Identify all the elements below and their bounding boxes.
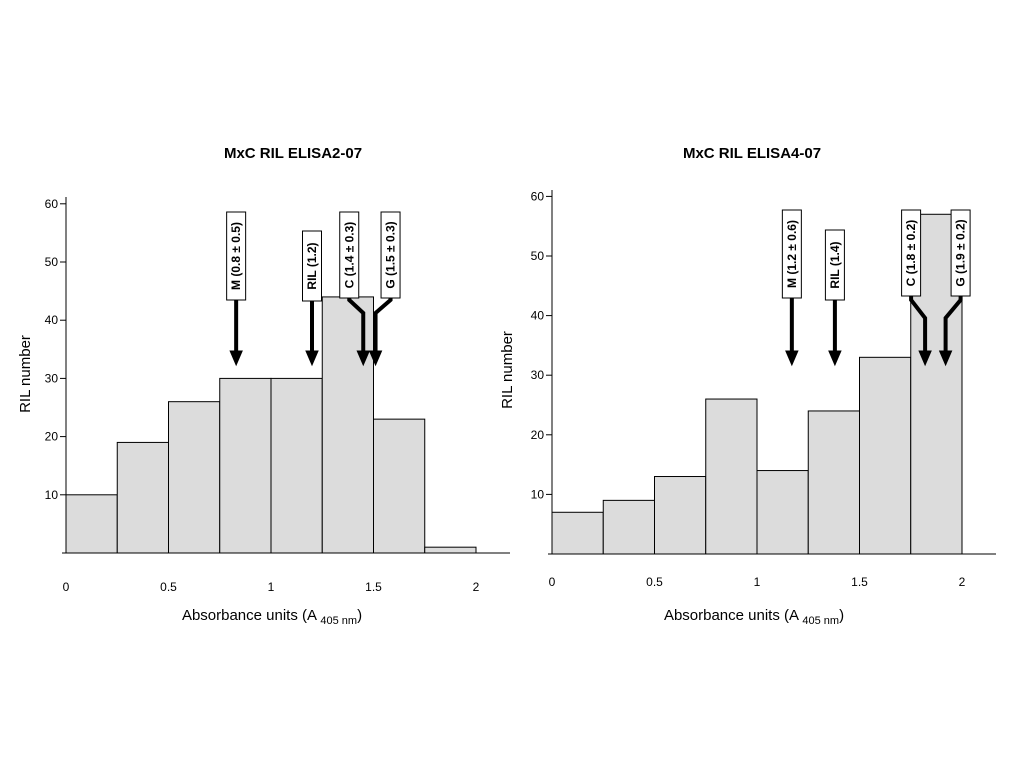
x-tick-label: 0.5 [646, 575, 663, 589]
annotation-label: C (1.4 ± 0.3) [342, 222, 356, 289]
bars [551, 213, 963, 555]
y-tick-label: 40 [531, 309, 545, 323]
histogram-bar [654, 476, 707, 555]
x-tick-label: 0 [549, 575, 556, 589]
histogram-bar [551, 511, 604, 555]
x-axis-label: Absorbance units (A 405 nm) [182, 607, 362, 627]
x-tick-label: 1.5 [851, 575, 868, 589]
chart-panel-2: 10 20 30 40 50 60 0 0.5 1 1.5 2 MxC RIL ELISA4-07 Ab… [499, 145, 996, 627]
annotation-arrow-shaft [347, 298, 366, 353]
y-tick-label: 10 [531, 487, 545, 501]
histogram-bar [373, 418, 426, 554]
annotation: RIL (1.2) [302, 230, 322, 367]
x-tick-label: 1 [754, 575, 761, 589]
annotation: G (1.9 ± 0.2) [938, 209, 971, 367]
y-tick-label: 20 [531, 428, 545, 442]
histogram-bar [321, 296, 374, 554]
annotation-arrow-head [918, 350, 932, 367]
annotation: C (1.8 ± 0.2) [901, 209, 932, 367]
annotation-label: C (1.8 ± 0.2) [904, 220, 918, 287]
histogram-bar [219, 377, 272, 554]
y-tick-label: 60 [531, 189, 545, 203]
histogram-bar [65, 494, 118, 554]
x-tick-label: 0 [63, 580, 70, 594]
histogram-bar [756, 470, 809, 555]
y-axis-label: RIL number [499, 331, 516, 409]
y-tick-label: 20 [45, 430, 59, 444]
x-tick-label: 1.5 [365, 580, 382, 594]
chart-title: MxC RIL ELISA2-07 [224, 145, 362, 162]
x-axis-label: Absorbance units (A 405 nm) [664, 607, 844, 627]
annotation-arrow-head [305, 350, 319, 367]
y-tick-label: 60 [45, 197, 59, 211]
annotation: C (1.4 ± 0.3) [339, 211, 371, 367]
annotation-arrow-head [828, 350, 842, 367]
annotation-arrow-head [229, 350, 243, 367]
y-tick-label: 40 [45, 313, 59, 327]
annotation-arrow-shaft [909, 296, 928, 353]
histogram-bar [116, 441, 169, 554]
annotation-label: M (0.8 ± 0.5) [229, 222, 243, 290]
annotation: G (1.5 ± 0.3) [368, 211, 401, 367]
annotation-arrow-shaft [943, 296, 963, 353]
y-tick-label: 50 [45, 255, 59, 269]
histogram-bar [807, 410, 860, 555]
annotation-label: G (1.9 ± 0.2) [954, 219, 968, 286]
histogram-bar [424, 546, 477, 554]
x-tick-label: 0.5 [160, 580, 177, 594]
annotation: RIL (1.4) [824, 229, 845, 367]
annotation-arrow-shaft [373, 298, 393, 353]
annotation: M (1.2 ± 0.6) [781, 209, 802, 367]
annotation-label: RIL (1.4) [828, 241, 842, 288]
annotation-label: G (1.5 ± 0.3) [384, 221, 398, 288]
bars [65, 296, 477, 554]
annotation-arrow-head [938, 350, 953, 367]
annotation: M (0.8 ± 0.5) [226, 211, 247, 367]
y-tick-label: 10 [45, 488, 59, 502]
annotation-label: M (1.2 ± 0.6) [785, 220, 799, 288]
x-tick-label: 2 [473, 580, 480, 594]
chart-title: MxC RIL ELISA4-07 [683, 145, 821, 162]
histogram-bar [270, 377, 323, 554]
y-axis-label: RIL number [17, 335, 34, 413]
y-tick-label: 50 [531, 249, 545, 263]
annotation-arrow-head [356, 350, 371, 367]
annotation-arrow-head [368, 350, 383, 367]
x-tick-label: 1 [268, 580, 275, 594]
chart-panel-1: 10 20 30 40 50 60 0 0.5 1 1.5 2 MxC RIL ELISA2-07 Ab… [17, 145, 510, 627]
y-tick-label: 30 [531, 368, 545, 382]
histogram-bar [705, 398, 758, 555]
annotation-label: RIL (1.2) [305, 242, 319, 289]
y-tick-label: 30 [45, 371, 59, 385]
histogram-bar [168, 401, 221, 554]
x-tick-label: 2 [959, 575, 966, 589]
histogram-bar [859, 356, 912, 555]
histogram-bar [602, 499, 655, 555]
annotation-arrow-head [785, 350, 799, 367]
